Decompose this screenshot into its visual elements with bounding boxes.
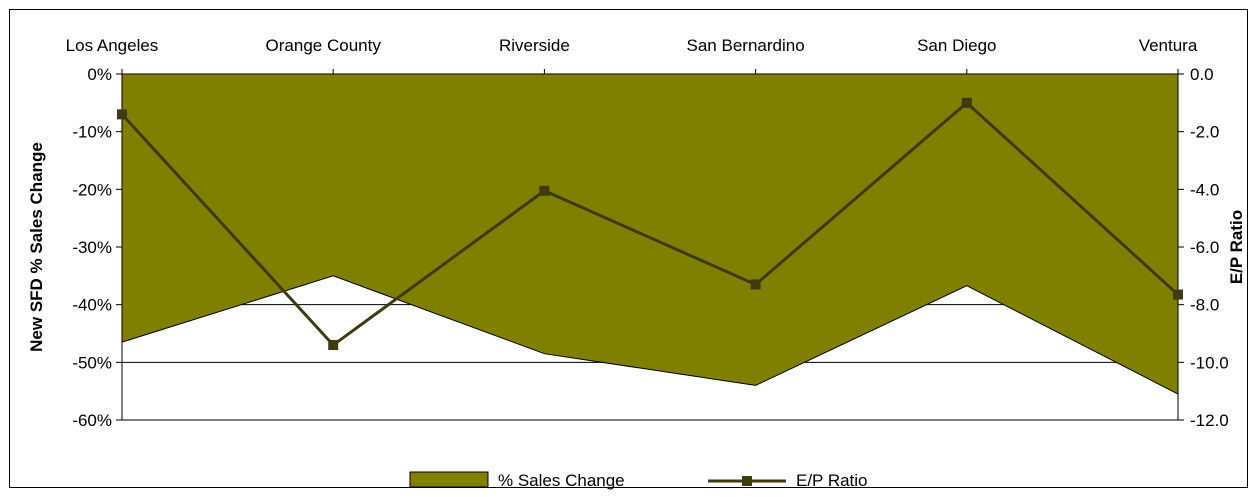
line-point-ep-ratio [750, 279, 761, 290]
y-left-tick-label: -50% [72, 353, 112, 372]
legend-label-ep-ratio: E/P Ratio [796, 471, 868, 490]
line-point-ep-ratio [1173, 289, 1183, 300]
x-tick-label: San Diego [917, 36, 996, 55]
x-tick-label: Riverside [499, 36, 570, 55]
y-right-tick-label: 0.0 [1190, 65, 1214, 84]
x-tick-label: Ventura [1139, 36, 1198, 55]
y-right-tick-label: -4.0 [1190, 180, 1219, 199]
area-series-boundary [121, 275, 1179, 395]
y-left-tick-label: -60% [72, 411, 112, 430]
y-right-tick-label: -10.0 [1190, 353, 1229, 372]
y-left-tick-label: 0% [87, 65, 112, 84]
area-series-sales-change [122, 74, 1178, 395]
y-right-axis-title: E/P Ratio [1227, 210, 1246, 284]
y-left-axis-title: New SFD % Sales Change [27, 142, 46, 352]
line-point-ep-ratio [961, 97, 972, 108]
y-left-tick-label: -20% [72, 180, 112, 199]
legend-label-sales-change: % Sales Change [498, 471, 625, 490]
y-left-tick-label: -30% [72, 238, 112, 257]
x-tick-label: San Bernardino [687, 36, 805, 55]
chart-frame [9, 9, 1248, 488]
y-right-tick-label: -6.0 [1190, 238, 1219, 257]
x-tick-label: Los Angeles [66, 36, 159, 55]
line-series-ep-ratio [120, 100, 1180, 348]
line-point-ep-ratio [117, 109, 127, 120]
y-right-tick-label: -2.0 [1190, 123, 1219, 142]
line-point-ep-ratio [328, 340, 339, 351]
x-tick-label: Orange County [266, 36, 382, 55]
y-right-tick-label: -8.0 [1190, 296, 1219, 315]
y-right-tick-label: -12.0 [1190, 411, 1229, 430]
legend-swatch-sales-change [409, 471, 489, 488]
y-left-tick-label: -40% [72, 296, 112, 315]
y-left-tick-label: -10% [72, 123, 112, 142]
line-point-ep-ratio [539, 185, 550, 196]
legend-marker-ep-ratio [742, 476, 752, 486]
